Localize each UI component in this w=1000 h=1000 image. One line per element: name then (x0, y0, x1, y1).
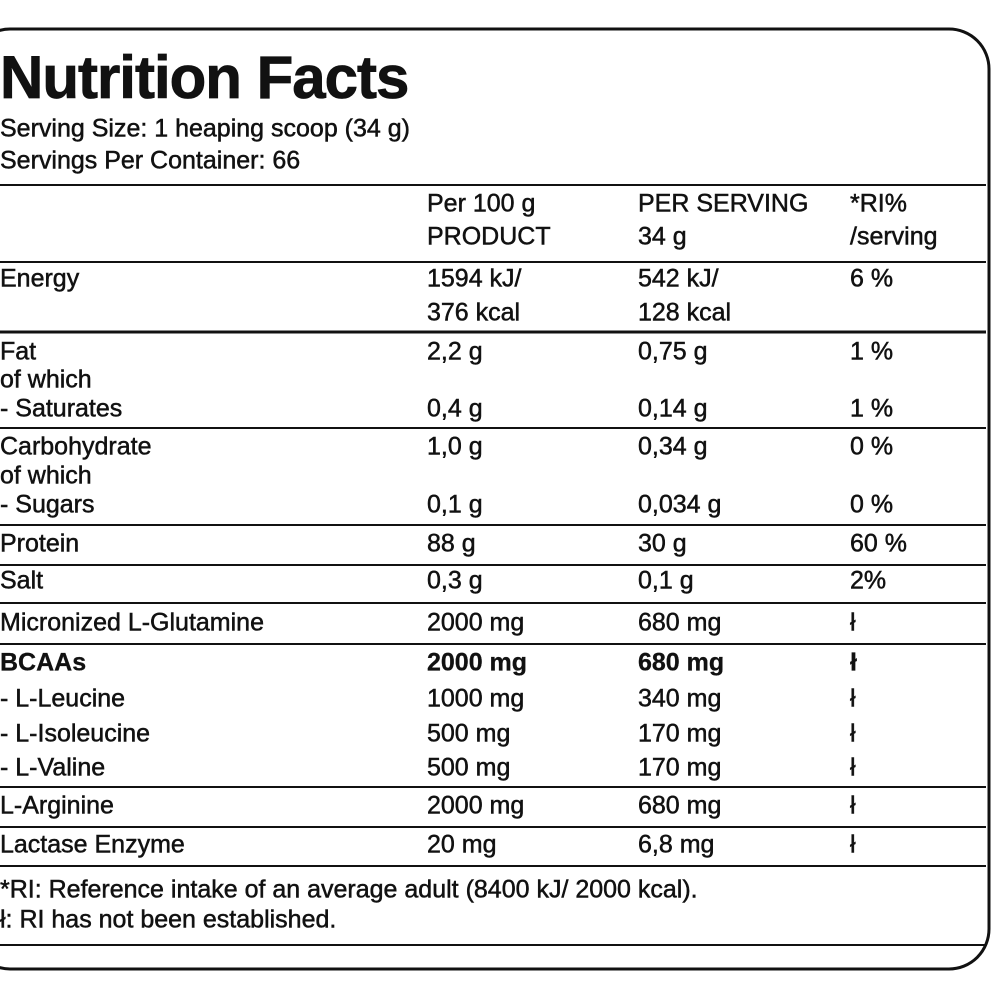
row-value: ł (850, 685, 856, 713)
row-value: ł (850, 609, 856, 637)
border (0, 27, 991, 971)
row-value: 170 mg (638, 754, 721, 782)
row-value: ł (850, 649, 857, 677)
row-value: 680 mg (638, 649, 724, 677)
row-value: 34 g (638, 223, 687, 251)
row-value: 30 g (638, 530, 687, 558)
row-label: - Sugars (0, 491, 94, 519)
row-label: Salt (0, 567, 43, 595)
row-label: Protein (0, 530, 79, 558)
row-value: 0,4 g (427, 395, 483, 423)
row-value: 2% (850, 567, 886, 595)
row-label: L-Arginine (0, 792, 114, 820)
row-value: 0,75 g (638, 338, 708, 366)
row-value: 542 kJ/ (638, 265, 719, 293)
row-value: ł (850, 720, 856, 748)
row-value: 1 % (850, 395, 893, 423)
row-value: 376 kcal (427, 299, 520, 327)
row-value: 0,1 g (638, 567, 694, 595)
row-value: 680 mg (638, 792, 721, 820)
row-value: 1594 kJ/ (427, 265, 522, 293)
row-label: - L-Valine (0, 754, 105, 782)
row-value: 680 mg (638, 609, 721, 637)
row-label: - L-Isoleucine (0, 720, 150, 748)
row-value: 2000 mg (427, 792, 524, 820)
footnote: ł: RI has not been established. (0, 906, 336, 934)
row-value: 2,2 g (427, 338, 483, 366)
row-value: 500 mg (427, 720, 510, 748)
row-value: 170 mg (638, 720, 721, 748)
row-value: 6,8 mg (638, 831, 714, 859)
row-value: 1000 mg (427, 685, 524, 713)
row-label: Lactase Enzyme (0, 831, 185, 859)
row-value: 6 % (850, 265, 893, 293)
row-value: 1 % (850, 338, 893, 366)
row-value: *RI% (850, 190, 907, 218)
row-value: 2000 mg (427, 609, 524, 637)
servings-per-container: Servings Per Container: 66 (0, 147, 300, 175)
row-label: - L-Leucine (0, 685, 125, 713)
row-label: of which (0, 462, 92, 490)
row-value: 20 mg (427, 831, 496, 859)
row-value: ł (850, 831, 856, 859)
row-value: 60 % (850, 530, 907, 558)
row-value: 0 % (850, 491, 893, 519)
row-value: 0,034 g (638, 491, 721, 519)
row-value: 0,34 g (638, 433, 708, 461)
row-value: ł (850, 754, 856, 782)
row-value: 0,14 g (638, 395, 708, 423)
title: Nutrition Facts (0, 44, 408, 111)
row-value: 0,1 g (427, 491, 483, 519)
row-value: PER SERVING (638, 190, 808, 218)
footnote: *RI: Reference intake of an average adul… (0, 876, 698, 904)
row-value: 1,0 g (427, 433, 483, 461)
row-value: ł (850, 792, 856, 820)
serving-size: Serving Size: 1 heaping scoop (34 g) (0, 115, 410, 143)
row-value: 0,3 g (427, 567, 483, 595)
row-value: 128 kcal (638, 299, 731, 327)
row-value: Per 100 g (427, 190, 535, 218)
row-value: 0 % (850, 433, 893, 461)
row-label: - Saturates (0, 395, 122, 423)
row-value: 500 mg (427, 754, 510, 782)
row-value: /serving (850, 223, 938, 251)
row-label: BCAAs (0, 649, 86, 677)
row-label: Carbohydrate (0, 433, 151, 461)
row-label: of which (0, 366, 92, 394)
row-value: PRODUCT (427, 223, 551, 251)
row-value: 2000 mg (427, 649, 527, 677)
row-value: 88 g (427, 530, 476, 558)
row-label: Micronized L-Glutamine (0, 609, 264, 637)
row-label: Energy (0, 265, 80, 293)
row-label: Fat (0, 338, 36, 366)
row-value: 340 mg (638, 685, 721, 713)
